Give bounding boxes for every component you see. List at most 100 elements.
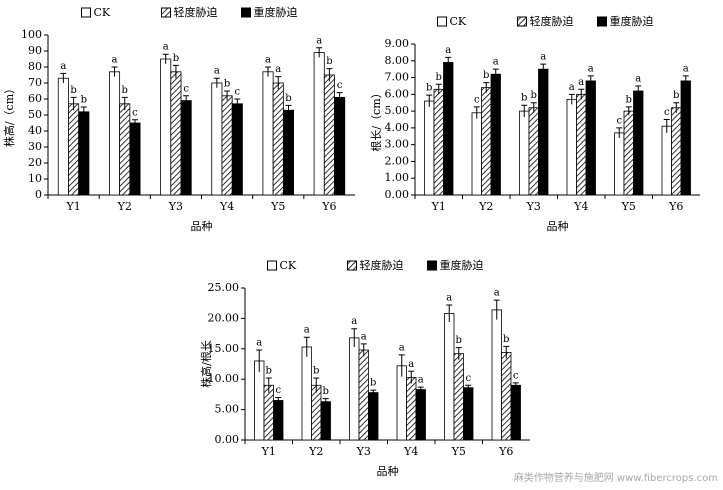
legend-label: CK — [450, 15, 467, 28]
legend-swatch — [437, 16, 447, 27]
bar — [301, 346, 312, 441]
y-tick-label: 6.00 — [385, 87, 410, 100]
x-tick-label: Y1 — [261, 445, 276, 458]
significance-letter: c — [275, 385, 281, 396]
y-tick-label: 4.00 — [385, 121, 410, 134]
y-tick-label: 3.00 — [385, 138, 410, 151]
bar — [680, 80, 691, 196]
significance-letter: b — [531, 90, 537, 101]
bar — [633, 90, 644, 196]
error-bar — [313, 377, 320, 393]
error-bar — [360, 343, 367, 357]
y-tick-label: 20 — [28, 156, 42, 169]
significance-letter: c — [474, 94, 480, 105]
significance-letter: a — [408, 359, 414, 370]
error-bar — [625, 106, 632, 116]
bar — [231, 103, 243, 196]
x-axis-title: 品种 — [377, 464, 399, 478]
bar — [349, 337, 360, 441]
x-tick-label: Y1 — [65, 200, 80, 213]
error-bar — [492, 68, 499, 80]
legend-label: CK — [94, 6, 111, 19]
error-bar — [285, 104, 292, 115]
error-bar — [465, 384, 472, 391]
significance-letter: a — [361, 331, 367, 342]
error-bar — [408, 370, 415, 384]
bar — [661, 125, 672, 196]
bar — [262, 71, 274, 196]
error-bar — [316, 47, 323, 58]
error-bar — [568, 93, 575, 105]
significance-letter: a — [418, 375, 424, 386]
x-tick-label: Y3 — [168, 200, 183, 213]
error-bar — [398, 354, 405, 377]
significance-letter: a — [275, 64, 281, 75]
error-bar — [587, 75, 594, 86]
bar — [471, 112, 482, 196]
legend-label: 重度胁迫 — [440, 258, 484, 272]
error-bar — [503, 345, 510, 359]
bar — [254, 360, 265, 441]
significance-letter: a — [399, 342, 405, 353]
legend-swatch — [241, 7, 251, 18]
error-bar — [435, 83, 442, 95]
x-tick-label: Y1 — [431, 200, 446, 213]
y-tick-label: 1.00 — [385, 171, 410, 184]
significance-letter: b — [521, 93, 527, 104]
y-tick-label: 5.00 — [215, 403, 240, 416]
bar — [538, 68, 549, 196]
legend-swatch — [597, 16, 607, 27]
bar — [566, 98, 577, 196]
watermark: 麻类作物营养与施肥网 www.fibercrops.com — [514, 471, 718, 484]
legend-label: 轻度胁迫 — [360, 258, 404, 272]
significance-letter: a — [494, 288, 500, 299]
y-axis-title: 株高/根长 — [199, 340, 213, 388]
significance-letter: b — [224, 79, 230, 90]
bar — [443, 62, 454, 196]
error-bar — [455, 347, 462, 360]
bar — [490, 73, 501, 196]
error-bar — [417, 386, 424, 392]
x-tick-label: Y5 — [270, 200, 285, 213]
bar — [671, 107, 682, 196]
y-tick-label: 15.00 — [208, 342, 240, 355]
y-tick-label: 10 — [28, 172, 42, 185]
error-bar — [521, 104, 528, 117]
significance-letter: b — [436, 72, 442, 83]
bar — [57, 77, 69, 196]
significance-letter: b — [426, 83, 432, 94]
bar — [323, 74, 335, 196]
y-tick-label: 25.00 — [208, 281, 240, 294]
legend-swatch — [427, 260, 437, 271]
significance-letter: c — [664, 107, 670, 118]
error-bar — [265, 66, 272, 77]
error-bar — [578, 88, 585, 100]
error-bar — [673, 102, 680, 113]
error-bar — [224, 90, 231, 101]
legend-label: 重度胁迫 — [254, 5, 298, 19]
significance-letter: a — [256, 338, 262, 349]
bar — [273, 400, 284, 441]
error-bar — [70, 96, 77, 111]
y-tick-label: 0.00 — [215, 433, 240, 446]
significance-letter: a — [569, 82, 575, 93]
bar — [272, 82, 284, 196]
bar — [68, 103, 80, 196]
x-tick-label: Y5 — [621, 200, 636, 213]
y-axis-title: 根长/（cm） — [369, 87, 383, 151]
error-bar — [303, 336, 310, 357]
significance-letter: a — [635, 73, 641, 84]
significance-letter: c — [183, 83, 189, 94]
y-tick-label: 80 — [28, 60, 42, 73]
bar — [463, 387, 474, 441]
x-tick-label: Y6 — [668, 200, 683, 213]
error-bar — [322, 398, 329, 405]
legend-swatch — [161, 7, 171, 18]
x-tick-label: Y3 — [526, 200, 541, 213]
x-tick-label: Y2 — [478, 200, 493, 213]
y-tick-label: 60 — [28, 92, 42, 105]
bar — [358, 349, 369, 441]
error-bar — [530, 102, 537, 113]
error-bar — [162, 53, 169, 64]
